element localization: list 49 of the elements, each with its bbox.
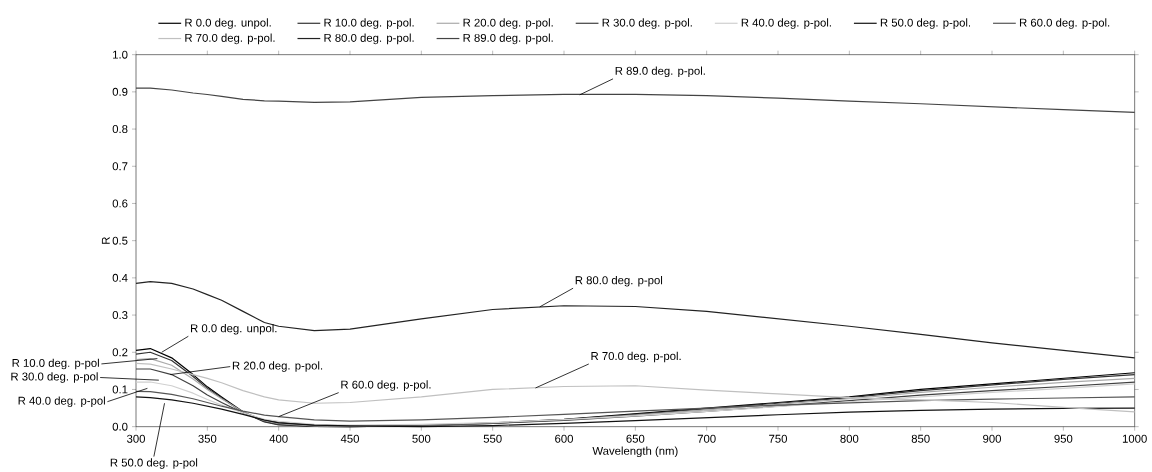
x-tick-label: 650 [626,434,645,443]
legend-label: R 0.0 deg. unpol. [185,18,271,29]
annotation: R 0.0 deg. unpol. [191,323,277,335]
x-tick-label: 1000 [1122,434,1147,443]
legend-label: R 30.0 deg. p-pol. [602,18,692,29]
x-tick-label: 550 [483,434,502,443]
annotation: R 30.0 deg. p-pol [11,372,98,383]
y-tick-label: 0.3 [112,311,128,320]
legend-label: R 20.0 deg. p-pol. [463,18,553,29]
x-tick-label: 700 [697,434,716,443]
x-tick-label: 350 [198,434,217,443]
y-tick-label: 0.1 [112,385,128,394]
legend-label: R 60.0 deg. p-pol. [1019,18,1110,29]
legend-label: R 50.0 deg. p-pol. [880,18,971,29]
legend-label: R 40.0 deg. p-pol. [741,18,831,29]
annotation: R 60.0 deg. p-pol. [341,380,431,391]
x-tick-label: 450 [340,434,360,443]
x-tick-label: 300 [126,434,146,443]
legend-label: R 70.0 deg. p-pol. [185,33,275,45]
x-tick-label: 800 [840,434,859,443]
annotation: R 10.0 deg. p-pol [12,358,99,370]
y-tick-label: 0.4 [112,273,128,282]
y-tick-label: 0.8 [112,125,128,134]
x-tick-label: 600 [555,434,574,443]
annotation: R 20.0 deg. p-pol. [232,361,323,372]
line-series [135,362,1136,413]
legend-label: R 89.0 deg. p-pol. [463,33,553,45]
y-tick-label: 0.2 [112,348,128,357]
annotation: R 40.0 deg. p-pol [18,396,105,407]
annotation: R 50.0 deg. p-pol [110,458,198,469]
x-tick-label: 950 [1054,434,1073,443]
annotation: R 70.0 deg. p-pol. [591,351,681,363]
y-tick-label: 0.6 [112,199,128,208]
x-tick-label: 400 [269,434,288,443]
x-tick-label: 750 [769,434,788,443]
annotation: R 89.0 deg. p-pol. [615,66,705,78]
y-tick-label: 0.7 [112,162,128,171]
y-axis-title: R [101,237,110,244]
legend-label: R 10.0 deg. p-pol. [324,18,414,29]
x-tick-label: 500 [412,434,431,443]
x-tick-label: 850 [911,434,930,443]
x-tick-label: 900 [983,434,1002,443]
x-axis-title: Wavelength (nm) [592,446,678,458]
y-tick-label: 1.0 [113,50,128,59]
y-tick-label: 0.0 [112,422,128,431]
annotation: R 80.0 deg. p-pol [575,275,663,287]
y-tick-label: 0.9 [112,87,128,96]
y-tick-label: 0.5 [112,236,128,245]
legend-label: R 80.0 deg. p-pol. [324,33,414,45]
